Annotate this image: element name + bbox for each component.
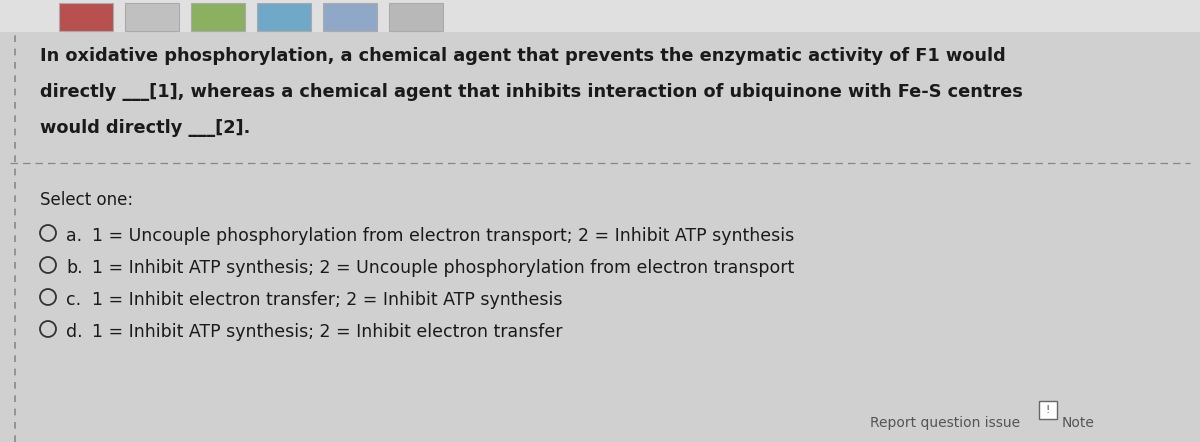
Text: 1 = Inhibit ATP synthesis; 2 = Inhibit electron transfer: 1 = Inhibit ATP synthesis; 2 = Inhibit e… bbox=[92, 323, 563, 341]
Text: Note: Note bbox=[1062, 416, 1094, 430]
Text: b.: b. bbox=[66, 259, 83, 277]
Text: would directly ___[2].: would directly ___[2]. bbox=[40, 119, 251, 137]
Text: 1 = Inhibit ATP synthesis; 2 = Uncouple phosphorylation from electron transport: 1 = Inhibit ATP synthesis; 2 = Uncouple … bbox=[92, 259, 794, 277]
Text: !: ! bbox=[1046, 405, 1050, 415]
FancyBboxPatch shape bbox=[389, 3, 443, 31]
Text: directly ___[1], whereas a chemical agent that inhibits interaction of ubiquinon: directly ___[1], whereas a chemical agen… bbox=[40, 83, 1022, 101]
FancyBboxPatch shape bbox=[191, 3, 245, 31]
Text: a.: a. bbox=[66, 227, 82, 245]
FancyBboxPatch shape bbox=[59, 3, 113, 31]
Text: Select one:: Select one: bbox=[40, 191, 133, 209]
Text: 1 = Uncouple phosphorylation from electron transport; 2 = Inhibit ATP synthesis: 1 = Uncouple phosphorylation from electr… bbox=[92, 227, 794, 245]
FancyBboxPatch shape bbox=[323, 3, 377, 31]
Text: 1 = Inhibit electron transfer; 2 = Inhibit ATP synthesis: 1 = Inhibit electron transfer; 2 = Inhib… bbox=[92, 291, 563, 309]
FancyBboxPatch shape bbox=[1039, 401, 1057, 419]
FancyBboxPatch shape bbox=[257, 3, 311, 31]
FancyBboxPatch shape bbox=[0, 0, 1200, 32]
Text: In oxidative phosphorylation, a chemical agent that prevents the enzymatic activ: In oxidative phosphorylation, a chemical… bbox=[40, 47, 1006, 65]
FancyBboxPatch shape bbox=[125, 3, 179, 31]
Text: d.: d. bbox=[66, 323, 83, 341]
Text: Report question issue: Report question issue bbox=[870, 416, 1020, 430]
Text: c.: c. bbox=[66, 291, 82, 309]
